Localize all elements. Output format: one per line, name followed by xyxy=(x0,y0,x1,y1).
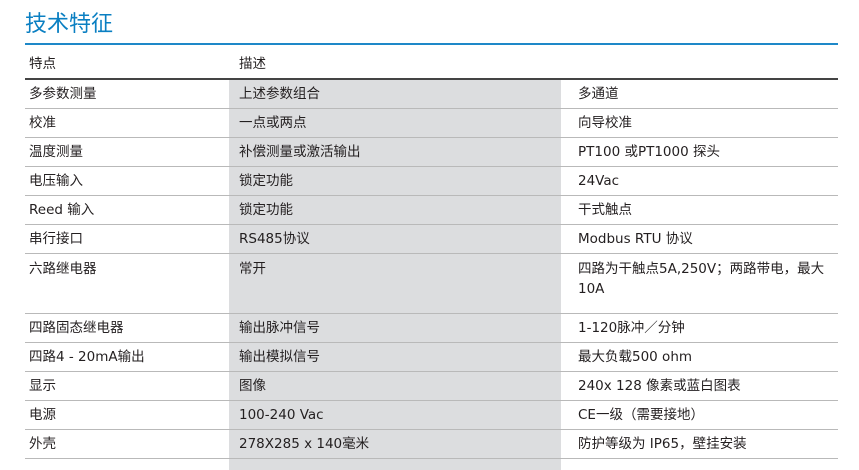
table-row: 外壳 278X285 x 140毫米 防护等级为 IP65，壁挂安装 xyxy=(25,429,838,459)
table-row: 多参数测量 上述参数组合 多通道 xyxy=(25,79,838,109)
detail-cell: 240x 128 像素或蓝白图表 xyxy=(568,371,838,401)
feature-cell: 四路固态继电器 xyxy=(25,313,229,343)
spec-table: 特点 描述 多参数测量 上述参数组合 多通道 校准 一点或两点 向导校准 温度测量 补偿测量或… xyxy=(25,50,838,459)
feature-cell: 显示 xyxy=(25,371,229,401)
detail-cell: 向导校准 xyxy=(568,108,838,138)
description-cell: 100-240 Vac xyxy=(229,400,568,430)
detail-cell: 多通道 xyxy=(568,79,838,109)
table-row: 电源 100-240 Vac CE一级（需要接地） xyxy=(25,400,838,430)
description-cell: 锁定功能 xyxy=(229,166,568,196)
description-cell: 上述参数组合 xyxy=(229,79,568,109)
feature-cell: 外壳 xyxy=(25,429,229,459)
feature-cell: 电源 xyxy=(25,400,229,430)
table-row: 温度测量 补偿测量或激活输出 PT100 或PT1000 探头 xyxy=(25,137,838,167)
table-row: 六路继电器 常开 四路为干触点5A,250V；两路带电，最大10A xyxy=(25,253,838,314)
header-detail xyxy=(568,50,838,80)
description-cell: RS485协议 xyxy=(229,224,568,254)
table-row: 电压输入 锁定功能 24Vac xyxy=(25,166,838,196)
detail-cell: Modbus RTU 协议 xyxy=(568,224,838,254)
description-cell: 图像 xyxy=(229,371,568,401)
description-cell: 补偿测量或激活输出 xyxy=(229,137,568,167)
header-feature: 特点 xyxy=(25,50,229,80)
detail-cell: 干式触点 xyxy=(568,195,838,225)
feature-cell: 四路4 - 20mA输出 xyxy=(25,342,229,372)
detail-cell: 四路为干触点5A,250V；两路带电，最大10A xyxy=(568,253,838,314)
feature-cell: 多参数测量 xyxy=(25,79,229,109)
table-row: 校准 一点或两点 向导校准 xyxy=(25,108,838,138)
page-title: 技术特征 xyxy=(25,12,114,37)
detail-cell: 24Vac xyxy=(568,166,838,196)
table-row: 四路固态继电器 输出脉冲信号 1-120脉冲／分钟 xyxy=(25,313,838,343)
description-cell: 输出脉冲信号 xyxy=(229,313,568,343)
table-row: 串行接口 RS485协议 Modbus RTU 协议 xyxy=(25,224,838,254)
detail-cell: 1-120脉冲／分钟 xyxy=(568,313,838,343)
description-cell: 278X285 x 140毫米 xyxy=(229,429,568,459)
title-divider xyxy=(25,43,838,45)
feature-cell: 六路继电器 xyxy=(25,253,229,314)
feature-cell: 温度测量 xyxy=(25,137,229,167)
feature-cell: 串行接口 xyxy=(25,224,229,254)
detail-cell: PT100 或PT1000 探头 xyxy=(568,137,838,167)
feature-cell: 电压输入 xyxy=(25,166,229,196)
description-cell: 常开 xyxy=(229,253,568,314)
description-cell: 锁定功能 xyxy=(229,195,568,225)
detail-cell: CE一级（需要接地） xyxy=(568,400,838,430)
detail-cell: 防护等级为 IP65，壁挂安装 xyxy=(568,429,838,459)
table-row: Reed 输入 锁定功能 干式触点 xyxy=(25,195,838,225)
feature-cell: Reed 输入 xyxy=(25,195,229,225)
table-header: 特点 描述 xyxy=(25,50,838,80)
description-cell: 一点或两点 xyxy=(229,108,568,138)
feature-cell: 校准 xyxy=(25,108,229,138)
table-row: 四路4 - 20mA输出 输出模拟信号 最大负载500 ohm xyxy=(25,342,838,372)
description-cell: 输出模拟信号 xyxy=(229,342,568,372)
detail-cell: 最大负载500 ohm xyxy=(568,342,838,372)
header-description: 描述 xyxy=(229,50,568,80)
table-row: 显示 图像 240x 128 像素或蓝白图表 xyxy=(25,371,838,401)
